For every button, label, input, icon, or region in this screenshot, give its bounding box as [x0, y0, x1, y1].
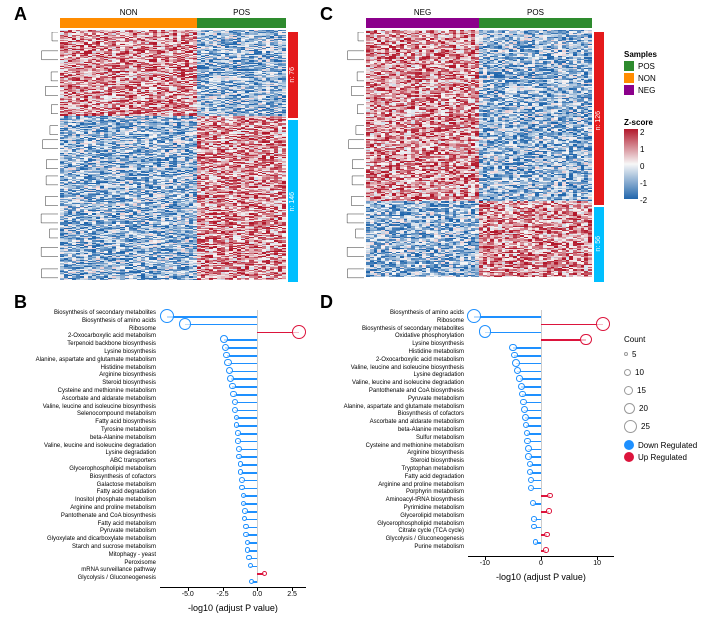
axis-title: -log10 (adjust P value)	[491, 572, 591, 582]
pathway-label: Steroid biosynthesis	[336, 458, 464, 464]
pathway-label: Steroid biosynthesis	[28, 380, 156, 386]
legend-down: Down Regulated	[638, 441, 697, 450]
pathway-label: Citrate cycle (TCA cycle)	[336, 528, 464, 534]
pathway-label: Valine, leucine and isoleucine degradati…	[28, 443, 156, 449]
panel-d-chart: Biosynthesis of amino acids Ribosome Biosy…	[336, 310, 614, 628]
pathway-label: Purine metabolism	[336, 544, 464, 550]
pathway-label: Sulfur metabolism	[336, 435, 464, 441]
pathway-label: Cysteine and methionine metabolism	[28, 388, 156, 394]
panel-label-d: D	[320, 292, 333, 313]
legend-regulation: Down Regulated Up Regulated	[624, 440, 697, 464]
legend-samples-title: Samples	[624, 50, 657, 59]
pathway-label: Glycerophospholipid metabolism	[28, 466, 156, 472]
pathway-label: Arginine and proline metabolism	[336, 482, 464, 488]
pathway-label: Ribosome	[336, 318, 464, 324]
pathway-label: 2-Oxocarboxylic acid metabolism	[336, 357, 464, 363]
pathway-label: Starch and sucrose metabolism	[28, 544, 156, 550]
pathway-label: Alanine, aspartate and glutamate metabol…	[336, 404, 464, 410]
pathway-label: Pyrimidine metabolism	[336, 505, 464, 511]
pathway-label: Arginine biosynthesis	[28, 372, 156, 378]
pathway-label: Pantothenate and CoA biosynthesis	[336, 388, 464, 394]
pathway-label: Tryptophan metabolism	[336, 466, 464, 472]
pathway-label: Glycerolipid metabolism	[336, 513, 464, 519]
pathway-label: Pyruvate metabolism	[28, 528, 156, 534]
pathway-label: Lysine degradation	[28, 450, 156, 456]
pathway-label: 2-Oxocarboxylic acid metabolism	[28, 333, 156, 339]
pathway-label: Terpenoid backbone biosynthesis	[28, 341, 156, 347]
pathway-label: Biosynthesis of secondary metabolites	[28, 310, 156, 316]
legend-non: NON	[638, 74, 656, 83]
pathway-label: Biosynthesis of cofactors	[28, 474, 156, 480]
pathway-label: Lysine biosynthesis	[336, 341, 464, 347]
pathway-label: Mitophagy - yeast	[28, 552, 156, 558]
pathway-label: Cysteine and methionine metabolism	[336, 443, 464, 449]
pathway-label: Valine, leucine and isoleucine biosynthe…	[336, 365, 464, 371]
panel-label-c: C	[320, 4, 333, 25]
pathway-label: Histidine metabolism	[28, 365, 156, 371]
pathway-label: Inositol phosphate metabolism	[28, 497, 156, 503]
pathway-label: Glyoxylate and dicarboxylate metabolism	[28, 536, 156, 542]
pathway-label: beta-Alanine metabolism	[28, 435, 156, 441]
pathway-label: Glycerophospholipid metabolism	[336, 521, 464, 527]
pathway-label: beta-Alanine metabolism	[336, 427, 464, 433]
axis-title: -log10 (adjust P value)	[183, 603, 283, 613]
pathway-label: Pantothenate and CoA biosynthesis	[28, 513, 156, 519]
pathway-label: Biosynthesis of cofactors	[336, 411, 464, 417]
legend-pos: POS	[638, 62, 655, 71]
pathway-label: Fatty acid degradation	[336, 474, 464, 480]
heatmap-c: NEGPOSn: 126n: 56	[344, 8, 606, 277]
legend-zscore-title: Z-score	[624, 118, 653, 127]
pathway-label: Selenocompound metabolism	[28, 411, 156, 417]
pathway-label: Valine, leucine and isoleucine biosynthe…	[28, 404, 156, 410]
pathway-label: Ribosome	[28, 326, 156, 332]
pathway-label: Arginine and proline metabolism	[28, 505, 156, 511]
pathway-label: Pyruvate metabolism	[336, 396, 464, 402]
pathway-label: Ascorbate and aldarate metabolism	[28, 396, 156, 402]
pathway-label: Biosynthesis of amino acids	[28, 318, 156, 324]
pathway-label: Histidine metabolism	[336, 349, 464, 355]
pathway-label: Glycolysis / Gluconeogenesis	[28, 575, 156, 581]
legend-neg: NEG	[638, 86, 655, 95]
pathway-label: Lysine biosynthesis	[28, 349, 156, 355]
pathway-label: Tyrosine metabolism	[28, 427, 156, 433]
panel-b-chart: Biosynthesis of secondary metabolites Bio…	[28, 310, 306, 628]
pathway-label: Arginine biosynthesis	[336, 450, 464, 456]
pathway-label: Fatty acid metabolism	[28, 521, 156, 527]
pathway-label: Glycolysis / Gluconeogenesis	[336, 536, 464, 542]
heatmap-a: NONPOSn: 76n: 146	[38, 8, 300, 280]
panel-label-b: B	[14, 292, 27, 313]
pathway-label: ABC transporters	[28, 458, 156, 464]
pathway-label: Porphyrin metabolism	[336, 489, 464, 495]
legend-samples: Samples POS NON NEG	[624, 50, 657, 97]
legend-count-title: Count	[624, 335, 650, 344]
pathway-label: Aminoacyl-tRNA biosynthesis	[336, 497, 464, 503]
pathway-label: Biosynthesis of amino acids	[336, 310, 464, 316]
legend-zscore: Z-score 210-1-2	[624, 118, 653, 199]
pathway-label: Alanine, aspartate and glutamate metabol…	[28, 357, 156, 363]
pathway-label: Lysine degradation	[336, 372, 464, 378]
pathway-label: Peroxisome	[28, 560, 156, 566]
legend-up: Up Regulated	[638, 453, 687, 462]
pathway-label: Galactose metabolism	[28, 482, 156, 488]
pathway-label: Ascorbate and aldarate metabolism	[336, 419, 464, 425]
pathway-label: Oxidative phosphorylation	[336, 333, 464, 339]
pathway-label: Biosynthesis of secondary metabolites	[336, 326, 464, 332]
panel-label-a: A	[14, 4, 27, 25]
pathway-label: Fatty acid biosynthesis	[28, 419, 156, 425]
legend-count: Count 510152025	[624, 335, 650, 436]
pathway-label: Valine, leucine and isoleucine degradati…	[336, 380, 464, 386]
pathway-label: Fatty acid degradation	[28, 489, 156, 495]
pathway-label: mRNA surveillance pathway	[28, 567, 156, 573]
